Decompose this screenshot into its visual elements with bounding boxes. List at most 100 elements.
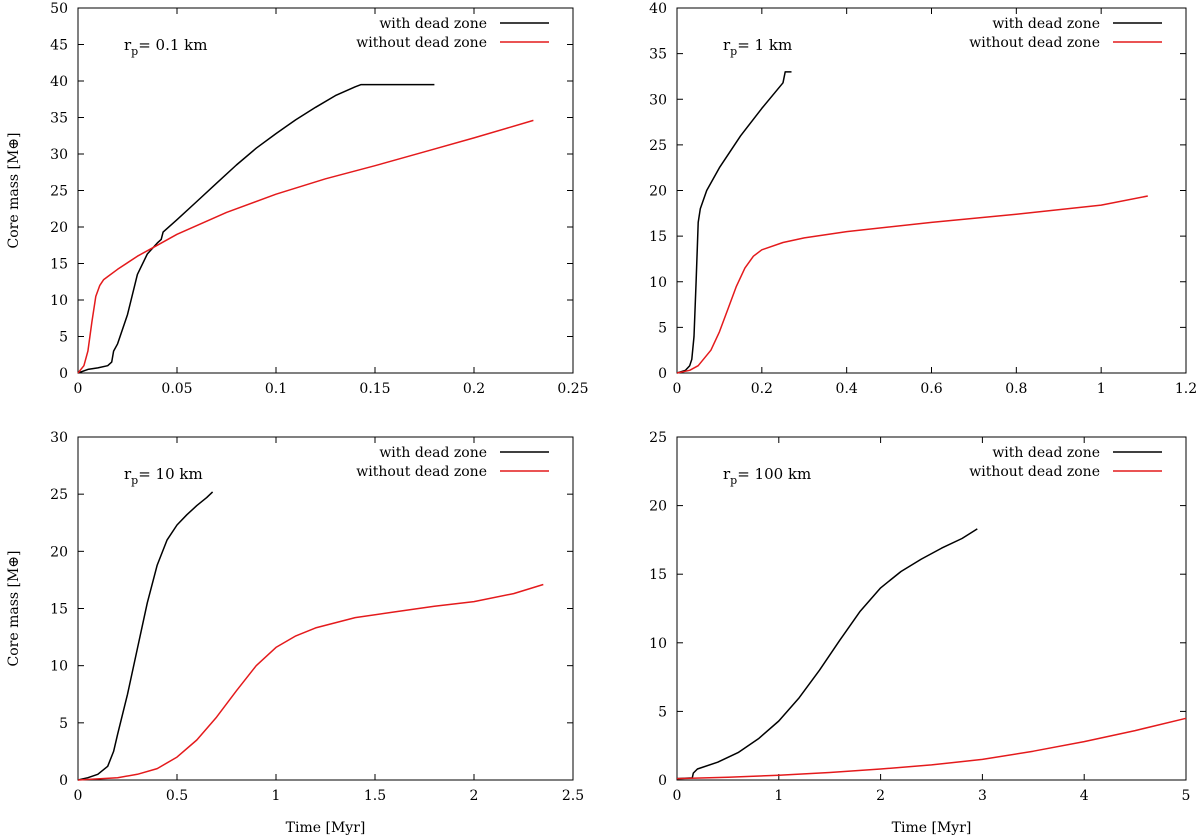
x-tick-label: 0.6	[920, 381, 942, 397]
x-tick-label: 0.2	[751, 381, 773, 397]
x-axis-label: Time [Myr]	[892, 820, 972, 836]
rp-subscript: p	[730, 45, 737, 58]
y-tick-label: 15	[50, 602, 68, 618]
x-tick-label: 1	[272, 788, 281, 804]
x-tick-label: 0	[74, 381, 83, 397]
rp-annotation: rp= 1 km	[723, 36, 792, 58]
y-tick-label: 25	[50, 184, 68, 200]
y-tick-label: 50	[50, 1, 68, 17]
x-tick-label: 0.25	[557, 381, 588, 397]
y-tick-label: 5	[658, 320, 667, 336]
rp-symbol: r	[723, 36, 731, 54]
plot-frame	[77, 436, 574, 781]
x-tick-label: 2.5	[562, 788, 584, 804]
y-tick-label: 10	[50, 293, 68, 309]
x-tick-label: 4	[1080, 788, 1089, 804]
y-tick-label: 0	[59, 366, 68, 382]
y-tick-label: 25	[649, 430, 667, 446]
rp-annotation: rp= 0.1 km	[124, 36, 208, 58]
rp-subscript: p	[131, 474, 138, 487]
y-tick-label: 10	[649, 636, 667, 652]
y-tick-label: 0	[658, 773, 667, 789]
series-line-without-dead-zone	[676, 717, 1187, 780]
y-tick-label: 15	[50, 257, 68, 273]
y-tick-label: 10	[50, 659, 68, 675]
y-tick-label: 15	[649, 567, 667, 583]
y-tick-label: 5	[658, 704, 667, 720]
y-tick-label: 40	[649, 1, 667, 17]
y-tick-label: 20	[649, 499, 667, 515]
y-tick-label: 35	[50, 111, 68, 127]
x-tick-label: 1.2	[1175, 381, 1197, 397]
y-tick-label: 10	[649, 275, 667, 291]
y-tick-label: 20	[649, 184, 667, 200]
rp-symbol: r	[124, 36, 132, 54]
x-tick-label: 2	[470, 788, 479, 804]
x-tick-label: 0.5	[166, 788, 188, 804]
x-tick-label: 0	[673, 381, 682, 397]
legend-label: without dead zone	[356, 35, 487, 51]
series-line-without-dead-zone	[77, 583, 544, 781]
legend-label: with dead zone	[992, 445, 1100, 461]
legend-label: without dead zone	[356, 464, 487, 480]
x-tick-label: 0	[673, 788, 682, 804]
legend-label: without dead zone	[969, 35, 1100, 51]
panel-4: 0 1 2 3 4 5 0 5 10 15 20 25 Time [Myr] with dead zone…	[649, 430, 1190, 836]
legend-label: with dead zone	[379, 445, 487, 461]
y-tick-label: 25	[649, 138, 667, 154]
series-line-with-dead-zone	[676, 528, 978, 780]
x-tick-label: 0.15	[359, 381, 390, 397]
rp-value: = 10 km	[138, 465, 203, 483]
y-axis-label: Core mass [M⊕]	[6, 133, 22, 249]
rp-value: = 100 km	[737, 465, 811, 483]
panel-3: 0 0.5 1 1.5 2 2.5 0 5 10 15 20 25 30 Core mass [M⊕] Ti…	[6, 430, 584, 836]
plot-frame	[676, 436, 1187, 781]
y-tick-label: 20	[50, 220, 68, 236]
x-tick-label: 1	[774, 788, 783, 804]
legend-label: with dead zone	[992, 16, 1100, 32]
rp-value: = 0.1 km	[138, 36, 207, 54]
x-tick-label: 0.1	[265, 381, 287, 397]
x-tick-label: 5	[1182, 788, 1191, 804]
rp-subscript: p	[131, 45, 138, 58]
y-tick-label: 15	[649, 229, 667, 245]
x-tick-label: 2	[876, 788, 885, 804]
rp-symbol: r	[124, 465, 132, 483]
plot-frame	[676, 7, 1187, 374]
series-line-without-dead-zone	[676, 195, 1148, 374]
y-tick-label: 25	[50, 487, 68, 503]
y-tick-label: 30	[649, 92, 667, 108]
legend-label: without dead zone	[969, 464, 1100, 480]
x-tick-label: 0.2	[463, 381, 485, 397]
x-tick-label: 0	[74, 788, 83, 804]
series-line-with-dead-zone	[77, 491, 214, 781]
y-tick-label: 0	[658, 366, 667, 382]
x-tick-label: 3	[978, 788, 987, 804]
y-axis-label: Core mass [M⊕]	[6, 551, 22, 667]
x-axis-label: Time [Myr]	[286, 820, 366, 836]
legend-label: with dead zone	[379, 16, 487, 32]
x-tick-label: 0.05	[161, 381, 192, 397]
x-tick-label: 1	[1097, 381, 1106, 397]
series-line-with-dead-zone	[77, 83, 435, 374]
x-tick-label: 0.4	[836, 381, 858, 397]
rp-annotation: rp= 100 km	[723, 465, 811, 487]
y-tick-label: 5	[59, 716, 68, 732]
rp-subscript: p	[730, 474, 737, 487]
y-tick-label: 40	[50, 74, 68, 90]
series-line-without-dead-zone	[77, 119, 534, 374]
rp-symbol: r	[723, 465, 731, 483]
y-tick-label: 35	[649, 47, 667, 63]
x-tick-label: 0.8	[1005, 381, 1027, 397]
y-tick-label: 20	[50, 544, 68, 560]
plot-frame	[77, 7, 574, 374]
rp-value: = 1 km	[737, 36, 792, 54]
x-tick-label: 1.5	[364, 788, 386, 804]
series-line-with-dead-zone	[676, 71, 792, 374]
y-tick-label: 30	[50, 147, 68, 163]
y-tick-label: 30	[50, 430, 68, 446]
y-tick-label: 5	[59, 330, 68, 346]
panel-1: 0 0.05 0.1 0.15 0.2 0.25 0 5 10 15 20 25 30 35 40 45 50 C…	[6, 1, 589, 397]
y-tick-label: 45	[50, 38, 68, 54]
